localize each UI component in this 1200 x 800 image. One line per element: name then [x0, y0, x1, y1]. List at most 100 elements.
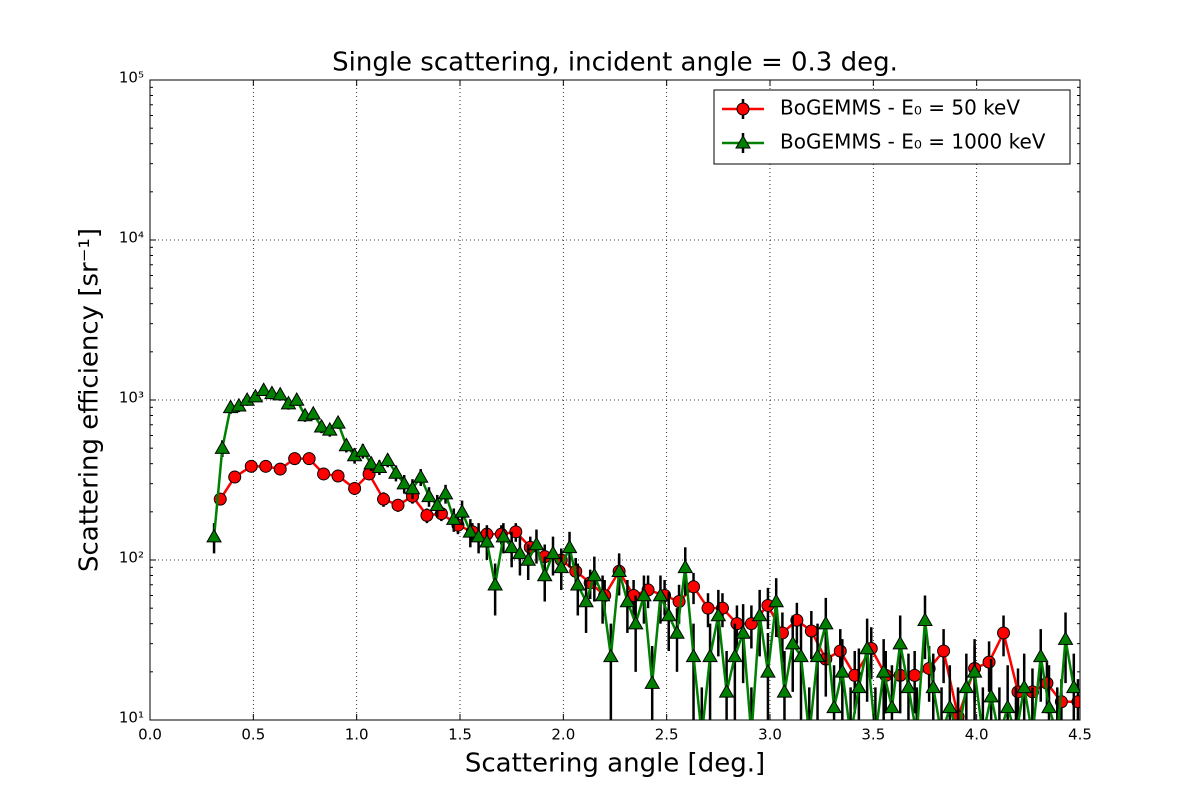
data-point — [710, 607, 727, 622]
data-point — [908, 668, 922, 682]
data-point — [999, 699, 1016, 714]
data-point — [302, 452, 316, 466]
data-point — [826, 699, 842, 714]
data-point — [545, 545, 561, 560]
data-point — [420, 508, 434, 522]
data-point — [371, 459, 388, 473]
data-point — [702, 648, 718, 663]
data-point — [875, 663, 892, 678]
data-point — [1041, 699, 1057, 714]
legend-box — [713, 89, 1071, 165]
data-point — [1057, 631, 1074, 645]
data-point — [520, 551, 537, 566]
data-point — [735, 624, 751, 639]
data-point — [495, 528, 512, 543]
data-point — [561, 539, 578, 554]
x-tick-label: 2.0 — [551, 726, 575, 744]
data-point — [627, 615, 644, 630]
data-point — [255, 382, 272, 397]
data-point — [363, 455, 379, 470]
data-point — [784, 635, 801, 650]
data-point — [355, 442, 371, 457]
data-point — [1065, 679, 1080, 694]
data-point — [594, 587, 611, 602]
x-tick-label: 3.5 — [861, 726, 885, 744]
data-point — [687, 580, 701, 594]
legend: BoGEMMS - E₀ = 50 keV BoGEMMS - E₀ = 1000… — [713, 89, 1071, 165]
data-point — [660, 607, 677, 622]
data-point — [244, 459, 258, 473]
data-point — [313, 418, 330, 433]
data-point — [259, 459, 273, 473]
data-point — [362, 467, 376, 481]
data-point — [330, 414, 346, 429]
x-tick-label: 4.0 — [965, 726, 989, 744]
data-point — [611, 563, 627, 578]
y-axis-label: Scattering efficiency [sr⁻¹] — [75, 228, 105, 572]
data-point — [305, 405, 322, 420]
data-point — [321, 421, 338, 436]
data-point — [1016, 679, 1033, 694]
data-point — [809, 648, 826, 663]
data-point — [937, 644, 951, 658]
data-point — [338, 437, 355, 452]
data-point — [1032, 648, 1049, 663]
data-point — [672, 595, 686, 609]
y-tick-label: 10¹ — [119, 709, 144, 727]
data-point — [272, 386, 289, 401]
data-point — [619, 593, 636, 608]
x-tick-label: 1.0 — [345, 726, 369, 744]
data-point — [569, 576, 586, 591]
data-point — [578, 593, 594, 608]
data-point — [892, 635, 909, 650]
data-point — [377, 492, 391, 506]
data-point — [228, 470, 242, 484]
data-point — [884, 699, 900, 714]
data-point — [834, 663, 851, 678]
data-point — [288, 391, 305, 406]
data-point — [727, 648, 743, 663]
data-point — [851, 679, 867, 694]
data-point — [273, 462, 287, 476]
y-tick-label: 10⁴ — [119, 229, 144, 247]
data-point — [958, 679, 975, 694]
x-axis-label: Scattering angle [deg.] — [465, 749, 765, 779]
legend-label: BoGEMMS - E₀ = 50 keV — [780, 96, 1020, 120]
data-point — [429, 497, 446, 511]
x-tick-label: 0.0 — [138, 726, 162, 744]
legend-label: BoGEMMS - E₀ = 1000 keV — [780, 130, 1046, 154]
data-point — [652, 587, 669, 602]
data-point — [288, 452, 302, 466]
y-tick-label: 10³ — [119, 389, 144, 407]
legend-marker — [735, 135, 751, 149]
data-point — [454, 503, 470, 518]
data-point — [966, 663, 983, 678]
data-point — [982, 655, 996, 669]
data-point — [412, 469, 429, 483]
data-point — [644, 675, 661, 689]
data-point — [503, 539, 520, 554]
data-point — [479, 533, 495, 548]
data-point — [470, 528, 487, 543]
plot-area — [206, 382, 1080, 720]
y-tick-label: 10⁵ — [119, 69, 144, 87]
data-point — [391, 498, 405, 512]
data-point — [487, 576, 503, 591]
data-point — [925, 679, 942, 694]
data-point — [677, 559, 694, 574]
chart-title: Single scattering, incident angle = 0.3 … — [332, 48, 898, 78]
data-point — [348, 481, 362, 495]
data-point — [317, 467, 331, 481]
data-point — [404, 480, 421, 495]
data-point — [804, 624, 818, 638]
data-point — [760, 663, 776, 678]
data-point — [833, 644, 847, 658]
x-tick-label: 4.5 — [1068, 726, 1092, 744]
data-point — [206, 528, 222, 543]
data-point — [900, 679, 917, 694]
data-point — [214, 440, 231, 454]
data-point — [512, 545, 528, 560]
ticks: 0.0 0.5 1.0 1.5 2.0 2.5 3.0 3.5 4.0 4.5 10¹ 10² 10³ 1… — [119, 69, 1092, 744]
x-tick-label: 2.5 — [655, 726, 679, 744]
